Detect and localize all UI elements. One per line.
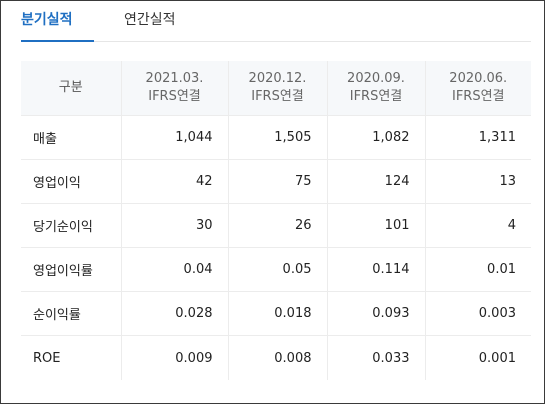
- cell-value: 13: [425, 159, 531, 204]
- cell-value: 101: [327, 203, 426, 248]
- table-row: 매출 1,044 1,505 1,082 1,311: [21, 115, 531, 160]
- cell-value: 0.01: [425, 247, 531, 292]
- cell-value: 124: [327, 159, 426, 204]
- cell-value: 0.028: [121, 291, 229, 336]
- cell-value: 0.008: [228, 335, 328, 380]
- table-header-row: 구분 2021.03. IFRS연결 2020.12. IFRS연결 2020.…: [21, 61, 531, 116]
- column-header: 2020.09. IFRS연결: [327, 61, 426, 116]
- cell-value: 42: [121, 159, 229, 204]
- tab-quarterly-label: 분기실적: [21, 12, 73, 28]
- cell-value: 0.003: [425, 291, 531, 336]
- cell-value: 1,505: [228, 115, 328, 160]
- tab-annual[interactable]: 연간실적: [124, 1, 176, 41]
- tab-annual-label: 연간실적: [124, 12, 176, 28]
- column-header: 2021.03. IFRS연결: [121, 61, 229, 116]
- column-basis: IFRS연결: [349, 89, 403, 104]
- cell-value: 1,044: [121, 115, 229, 160]
- row-label: 순이익률: [21, 291, 122, 336]
- table-row: 당기순이익 30 26 101 4: [21, 203, 531, 248]
- table-row: ROE 0.009 0.008 0.033 0.001: [21, 335, 531, 380]
- column-basis: IFRS연결: [251, 89, 304, 104]
- row-label: 영업이익: [21, 159, 122, 204]
- active-tab-underline: [21, 40, 94, 42]
- tab-quarterly[interactable]: 분기실적: [21, 1, 94, 42]
- financial-table: 구분 2021.03. IFRS연결 2020.12. IFRS연결 2020.…: [21, 61, 531, 380]
- column-period: 2021.03.: [145, 71, 204, 86]
- cell-value: 30: [121, 203, 229, 248]
- table-row: 순이익률 0.028 0.018 0.093 0.003: [21, 291, 531, 336]
- column-period: 2020.12.: [248, 71, 307, 86]
- cell-value: 0.04: [121, 247, 229, 292]
- cell-value: 0.009: [121, 335, 229, 380]
- row-label: 당기순이익: [21, 203, 122, 248]
- cell-value: 0.001: [425, 335, 531, 380]
- tab-bar: 분기실적 연간실적: [21, 1, 531, 42]
- column-header: 2020.12. IFRS연결: [228, 61, 328, 116]
- table-row: 영업이익률 0.04 0.05 0.114 0.01: [21, 247, 531, 292]
- cell-value: 75: [228, 159, 328, 204]
- cell-value: 0.018: [228, 291, 328, 336]
- cell-value: 0.114: [327, 247, 426, 292]
- cell-value: 0.05: [228, 247, 328, 292]
- row-label: 매출: [21, 115, 122, 160]
- column-header: 2020.06. IFRS연결: [425, 61, 531, 116]
- cell-value: 4: [425, 203, 531, 248]
- row-label: ROE: [21, 335, 122, 380]
- cell-value: 1,311: [425, 115, 531, 160]
- cell-value: 1,082: [327, 115, 426, 160]
- column-basis: IFRS연결: [451, 89, 505, 104]
- column-period: 2020.06.: [449, 71, 508, 86]
- cell-value: 0.033: [327, 335, 426, 380]
- column-period: 2020.09.: [347, 71, 405, 86]
- corner-header: 구분: [21, 61, 122, 116]
- table-row: 영업이익 42 75 124 13: [21, 159, 531, 204]
- cell-value: 0.093: [327, 291, 426, 336]
- column-basis: IFRS연결: [148, 89, 201, 104]
- row-label: 영업이익률: [21, 247, 122, 292]
- cell-value: 26: [228, 203, 328, 248]
